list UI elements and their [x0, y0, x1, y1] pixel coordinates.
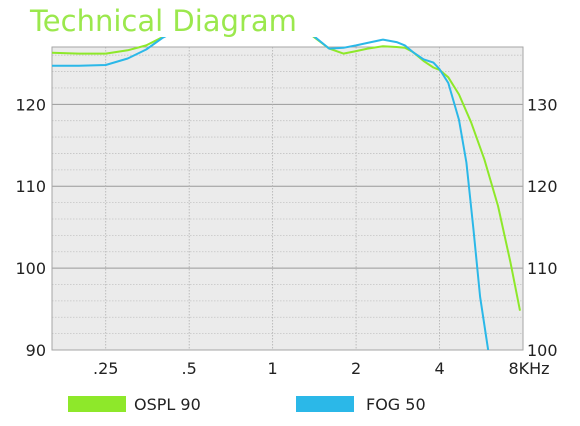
x-tick-label: 2	[351, 359, 361, 378]
x-tick-label: .25	[93, 359, 118, 378]
legend-label: FOG 50	[366, 395, 426, 414]
plot-area	[52, 47, 523, 350]
x-tick-label: 1	[268, 359, 278, 378]
series-line-fog-50	[52, 37, 490, 350]
x-tick-label: 8KHz	[508, 359, 549, 378]
x-tick-label: 4	[434, 359, 444, 378]
chart-title: Technical Diagram	[30, 4, 297, 38]
legend-label: OSPL 90	[134, 395, 201, 414]
grid	[51, 46, 524, 351]
y-right-tick-label: 110	[527, 259, 558, 278]
x-tick-label: .5	[182, 359, 197, 378]
plot-border	[51, 46, 524, 351]
tick-labels: 90 100 110 120 100 110 120 130 .25 .5 1 2 4 8KHz	[15, 95, 557, 378]
y-left-tick-label: 120	[15, 95, 46, 114]
legend-swatch	[68, 396, 126, 412]
y-right-tick-label: 130	[527, 95, 558, 114]
y-left-tick-label: 110	[15, 177, 46, 196]
y-right-tick-label: 100	[527, 341, 558, 360]
series-lines	[52, 37, 521, 350]
y-right-tick-label: 120	[527, 177, 558, 196]
plot-background	[52, 47, 523, 350]
legend: OSPL 90 FOG 50	[68, 395, 426, 414]
legend-swatch	[296, 396, 354, 412]
y-left-tick-label: 100	[15, 259, 46, 278]
series-line-ospl-90	[52, 37, 521, 311]
y-left-tick-label: 90	[26, 341, 46, 360]
